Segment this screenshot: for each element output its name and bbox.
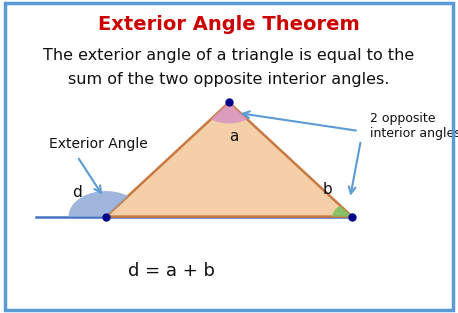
Wedge shape: [69, 191, 128, 217]
Polygon shape: [106, 102, 352, 217]
Text: a: a: [229, 130, 238, 145]
Text: Exterior Angle Theorem: Exterior Angle Theorem: [98, 15, 360, 34]
Text: d: d: [72, 185, 82, 200]
Text: b: b: [323, 182, 333, 197]
Wedge shape: [211, 102, 247, 123]
Text: d = a + b: d = a + b: [128, 262, 215, 280]
Text: Exterior Angle: Exterior Angle: [49, 137, 147, 151]
Text: 2 opposite
interior angles: 2 opposite interior angles: [370, 112, 458, 141]
Wedge shape: [333, 206, 352, 217]
Text: sum of the two opposite interior angles.: sum of the two opposite interior angles.: [68, 72, 390, 87]
Text: The exterior angle of a triangle is equal to the: The exterior angle of a triangle is equa…: [44, 48, 414, 63]
